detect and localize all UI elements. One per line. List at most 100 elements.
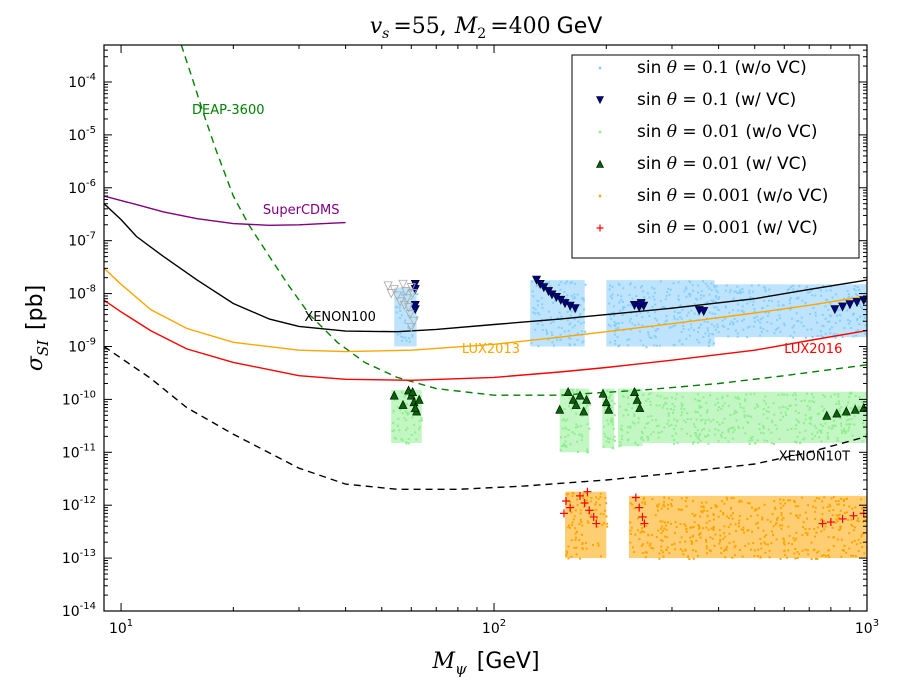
scatter-dot bbox=[733, 290, 736, 293]
scatter-dot bbox=[812, 548, 815, 551]
scatter-dot bbox=[702, 506, 705, 509]
scatter-dot bbox=[703, 320, 706, 323]
scatter-dot bbox=[696, 429, 699, 432]
scatter-dot bbox=[752, 300, 755, 303]
scatter-dot bbox=[658, 404, 661, 407]
scatter-dot bbox=[576, 293, 579, 296]
scatter-dot bbox=[696, 298, 699, 301]
scatter-dot bbox=[657, 529, 660, 532]
scatter-dot bbox=[669, 326, 672, 329]
legend-item: sin θ = 0.01 (w/ VC) bbox=[596, 154, 807, 174]
scatter-dot bbox=[701, 418, 704, 421]
scatter-dot bbox=[860, 307, 863, 310]
scatter-dot bbox=[762, 328, 765, 331]
scatter-dot bbox=[863, 552, 866, 555]
scatter-dot bbox=[724, 317, 727, 320]
scatter-point-series-3 bbox=[408, 386, 418, 396]
scatter-dot bbox=[676, 419, 679, 422]
scatter-dot bbox=[678, 305, 681, 308]
scatter-dot bbox=[697, 313, 700, 316]
scatter-dot bbox=[576, 440, 579, 443]
scatter-dot bbox=[581, 543, 584, 546]
scatter-dot bbox=[749, 415, 752, 418]
scatter-dot bbox=[838, 402, 841, 405]
scatter-dot bbox=[758, 428, 761, 431]
scatter-dot bbox=[749, 515, 752, 518]
scatter-dot bbox=[659, 527, 662, 530]
scatter-dot bbox=[629, 426, 632, 429]
scatter-dot bbox=[799, 442, 802, 445]
scatter-dot bbox=[776, 327, 779, 330]
scatter-dot bbox=[851, 507, 854, 510]
curve-label-xenon100: XENON100 bbox=[304, 310, 376, 325]
scatter-dot bbox=[731, 517, 734, 520]
scatter-dot bbox=[644, 551, 647, 554]
scatter-dot bbox=[670, 498, 673, 501]
scatter-dot bbox=[747, 502, 750, 505]
scatter-dot bbox=[832, 509, 835, 512]
scatter-dot bbox=[406, 427, 409, 430]
scatter-dot bbox=[650, 415, 653, 418]
scatter-dot bbox=[774, 424, 777, 427]
scatter-dot bbox=[711, 537, 714, 540]
legend-item: sin θ = 0.1 (w/o VC) bbox=[598, 58, 807, 78]
scatter-dot bbox=[838, 407, 841, 410]
scatter-dot bbox=[560, 281, 563, 284]
scatter-dot bbox=[859, 305, 862, 308]
scatter-dot bbox=[576, 530, 579, 533]
scatter-dot bbox=[658, 503, 661, 506]
scatter-dot bbox=[657, 322, 660, 325]
scatter-dot bbox=[654, 514, 657, 517]
scatter-dot bbox=[559, 339, 562, 342]
scatter-dot bbox=[804, 429, 807, 432]
scatter-dot bbox=[647, 331, 650, 334]
scatter-point-series-5 bbox=[583, 487, 592, 496]
scatter-dot bbox=[757, 526, 760, 529]
scatter-dot bbox=[780, 514, 783, 517]
scatter-dot bbox=[811, 335, 814, 338]
scatter-dot bbox=[854, 394, 857, 397]
scatter-dot bbox=[840, 424, 843, 427]
scatter-dot bbox=[668, 293, 671, 296]
scatter-dot bbox=[541, 307, 544, 310]
scatter-dot bbox=[788, 302, 791, 305]
scatter-dot bbox=[626, 431, 629, 434]
scatter-dot bbox=[736, 332, 739, 335]
scatter-dot bbox=[732, 497, 735, 500]
scatter-dot bbox=[622, 306, 625, 309]
scatter-dot bbox=[579, 402, 582, 405]
scatter-dot bbox=[786, 428, 789, 431]
scatter-dot bbox=[545, 329, 548, 332]
scatter-dot bbox=[557, 283, 560, 286]
scatter-dot bbox=[732, 540, 735, 543]
scatter-dot bbox=[579, 304, 582, 307]
scatter-dot bbox=[564, 282, 567, 285]
scatter-dot bbox=[733, 317, 736, 320]
scatter-dot bbox=[559, 449, 562, 452]
scatter-dot bbox=[645, 422, 648, 425]
scatter-dot bbox=[619, 427, 622, 430]
scatter-dot bbox=[402, 336, 405, 339]
scatter-dot bbox=[689, 536, 692, 539]
scatter-dot bbox=[821, 324, 824, 327]
scatter-dot bbox=[815, 427, 818, 430]
scatter-dot bbox=[849, 391, 852, 394]
scatter-dot bbox=[788, 287, 791, 290]
scatter-dot bbox=[613, 333, 616, 336]
scatter-dot bbox=[570, 408, 573, 411]
scatter-dot bbox=[605, 502, 608, 505]
scatter-dot bbox=[854, 289, 857, 292]
scatter-dot bbox=[809, 418, 812, 421]
scatter-dot bbox=[570, 281, 573, 284]
legend-marker bbox=[598, 66, 602, 70]
scatter-dot bbox=[619, 444, 622, 447]
scatter-point-series-5 bbox=[826, 518, 835, 527]
scatter-dot bbox=[722, 537, 725, 540]
scatter-dot bbox=[549, 316, 552, 319]
scatter-point-series-3 bbox=[555, 404, 565, 414]
scatter-dot bbox=[794, 547, 797, 550]
scatter-dot bbox=[691, 512, 694, 515]
scatter-dot bbox=[841, 335, 844, 338]
scatter-dot bbox=[811, 400, 814, 403]
scatter-dot bbox=[696, 554, 699, 557]
